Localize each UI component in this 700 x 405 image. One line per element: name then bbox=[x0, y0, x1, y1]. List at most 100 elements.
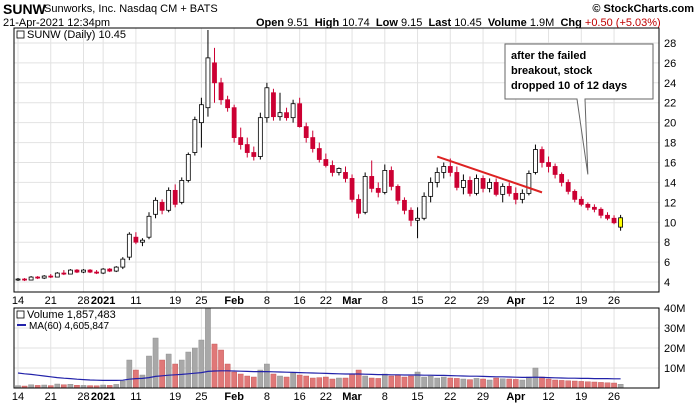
candlestick bbox=[539, 146, 545, 168]
candlestick bbox=[87, 269, 93, 274]
candlestick bbox=[487, 178, 493, 193]
candlestick bbox=[605, 212, 610, 221]
last-label: Last bbox=[428, 17, 452, 29]
date-tick-label: 19 bbox=[169, 391, 181, 403]
volume-bar bbox=[434, 377, 441, 389]
date-tick-label: 12 bbox=[542, 295, 554, 307]
volume-bar bbox=[290, 372, 296, 389]
volume-bar bbox=[172, 363, 179, 389]
volume-tick-label: 10M bbox=[664, 363, 685, 375]
candlestick bbox=[362, 172, 368, 215]
candlestick bbox=[467, 176, 473, 197]
volume-label: Volume bbox=[487, 17, 527, 29]
volume-bar bbox=[309, 377, 316, 389]
candlestick bbox=[493, 178, 499, 197]
date-tick-label: 25 bbox=[195, 391, 207, 403]
candlestick bbox=[519, 189, 525, 204]
candlestick bbox=[238, 127, 244, 150]
candlestick bbox=[225, 95, 231, 112]
candlestick bbox=[172, 184, 178, 208]
volume-bar bbox=[237, 373, 244, 389]
candlestick bbox=[212, 47, 217, 103]
high-value: 10.74 bbox=[342, 17, 370, 29]
candlestick bbox=[15, 278, 21, 282]
date-tick-label: 19 bbox=[169, 295, 181, 307]
price-legend: SUNW (Daily) 10.45 bbox=[27, 29, 126, 41]
volume-bar bbox=[539, 376, 545, 389]
candlestick bbox=[402, 197, 407, 215]
candlestick bbox=[153, 197, 158, 219]
volume-bar bbox=[388, 375, 395, 389]
date-tick-label: 12 bbox=[542, 391, 554, 403]
volume-bar bbox=[585, 381, 591, 389]
volume-bar bbox=[447, 377, 454, 389]
volume-bar bbox=[152, 337, 159, 389]
volume-bar bbox=[493, 377, 499, 389]
candlestick bbox=[578, 196, 584, 207]
price-tick-label: 22 bbox=[664, 98, 676, 110]
date-tick-label: 22 bbox=[320, 295, 332, 307]
price-tick-label: 4 bbox=[664, 277, 670, 289]
candlestick bbox=[54, 272, 60, 278]
volume-bar bbox=[113, 384, 120, 389]
candlestick bbox=[316, 142, 322, 163]
volume-bar bbox=[283, 376, 290, 389]
candlestick bbox=[126, 232, 132, 261]
candlestick bbox=[218, 77, 224, 105]
candlestick bbox=[205, 29, 211, 117]
ma-legend: MA(60) 4,605,847 bbox=[29, 321, 109, 332]
chart-date: 21-Apr-2021 12:34pm bbox=[3, 17, 111, 29]
volume-bar bbox=[316, 377, 323, 389]
date-tick-label: 28 bbox=[77, 295, 89, 307]
candlestick bbox=[434, 167, 440, 188]
volume-bar bbox=[296, 374, 303, 389]
volume-bar bbox=[349, 373, 355, 389]
volume-bar bbox=[578, 381, 585, 389]
date-tick-label: 2021 bbox=[91, 391, 115, 403]
volume-bar bbox=[165, 353, 172, 389]
candlestick bbox=[349, 174, 355, 203]
date-tick-label: 16 bbox=[294, 391, 306, 403]
candlestick bbox=[506, 182, 512, 197]
date-tick-label: 25 bbox=[195, 295, 207, 307]
candlestick bbox=[22, 278, 27, 282]
date-tick-label: 14 bbox=[12, 391, 24, 403]
ticker-symbol: SUNW bbox=[3, 1, 46, 17]
ma60-line bbox=[17, 370, 621, 381]
annotation-text: after the failed bbox=[511, 50, 586, 62]
candlestick bbox=[336, 167, 342, 176]
volume-bar bbox=[205, 307, 211, 389]
candlestick bbox=[572, 189, 578, 203]
candlestick bbox=[408, 207, 414, 227]
volume-bar bbox=[519, 379, 526, 389]
candlestick bbox=[611, 215, 617, 225]
volume-bar bbox=[558, 380, 565, 389]
date-tick-label: 11 bbox=[130, 391, 141, 403]
candlestick bbox=[257, 112, 263, 160]
volume-bar bbox=[480, 378, 486, 389]
volume-bar bbox=[467, 379, 473, 389]
volume-bar bbox=[395, 374, 401, 389]
date-tick-label: 21 bbox=[45, 391, 57, 403]
candlestick bbox=[61, 270, 67, 276]
candlestick bbox=[552, 163, 558, 179]
candlestick bbox=[244, 137, 250, 158]
price-panel-frame bbox=[13, 27, 660, 293]
candlestick bbox=[146, 212, 152, 240]
candlestick bbox=[277, 92, 283, 121]
volume-value: 1.9M bbox=[529, 17, 555, 29]
candlestick bbox=[192, 116, 198, 156]
price-tick-label: 12 bbox=[664, 197, 676, 209]
volume-bar bbox=[185, 351, 192, 389]
date-tick-label: Mar bbox=[342, 391, 362, 403]
price-tick-label: 16 bbox=[664, 157, 676, 169]
volume-bar bbox=[159, 359, 165, 389]
volume-bar bbox=[126, 359, 133, 389]
price-legend-swatch bbox=[16, 30, 25, 39]
volume-bar bbox=[486, 379, 493, 389]
volume-bar bbox=[270, 373, 277, 389]
price-tick-label: 8 bbox=[664, 237, 670, 249]
date-tick-label: 2021 bbox=[91, 295, 115, 307]
candlestick bbox=[185, 152, 191, 183]
date-tick-label: 19 bbox=[575, 391, 587, 403]
